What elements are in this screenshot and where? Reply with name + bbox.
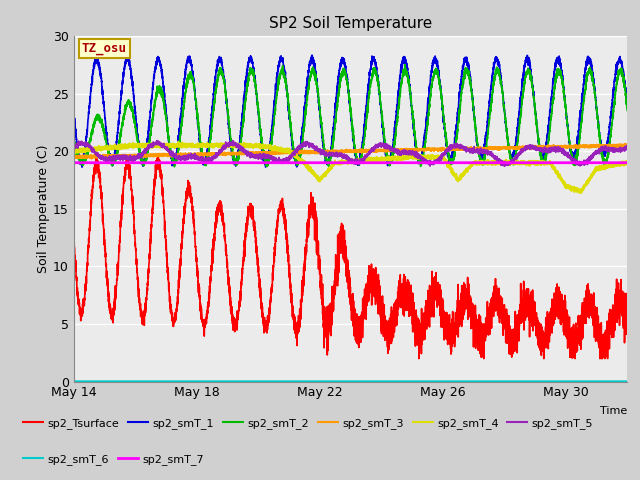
- sp2_smT_3: [399, 147, 407, 153]
- Text: TZ_osu: TZ_osu: [82, 42, 127, 55]
- sp2_Tsurface: [92, 156, 100, 161]
- Line: sp2_Tsurface: sp2_Tsurface: [74, 156, 627, 359]
- sp2_smT_6: [169, 379, 177, 384]
- sp2_smT_7: [617, 160, 625, 166]
- sp2_smT_5: [70, 146, 77, 152]
- sp2_smT_6: [172, 379, 180, 384]
- sp2_smT_2: [172, 155, 180, 161]
- sp2_smT_7: [169, 160, 177, 166]
- sp2_smT_1: [172, 156, 180, 162]
- sp2_smT_6: [92, 379, 100, 384]
- sp2_smT_2: [169, 156, 177, 162]
- Text: Time: Time: [600, 406, 627, 416]
- sp2_smT_3: [88, 156, 95, 161]
- Title: SP2 Soil Temperature: SP2 Soil Temperature: [269, 16, 432, 31]
- sp2_smT_5: [92, 151, 100, 157]
- sp2_smT_1: [255, 118, 263, 124]
- sp2_smT_6: [623, 379, 631, 384]
- Line: sp2_smT_3: sp2_smT_3: [74, 144, 627, 158]
- sp2_smT_4: [617, 162, 625, 168]
- sp2_smT_1: [92, 57, 100, 63]
- sp2_smT_2: [401, 61, 409, 67]
- sp2_smT_2: [255, 115, 263, 120]
- sp2_smT_1: [78, 164, 86, 170]
- sp2_smT_7: [623, 160, 631, 166]
- sp2_smT_5: [229, 138, 237, 144]
- sp2_smT_3: [623, 143, 631, 148]
- sp2_Tsurface: [415, 356, 423, 361]
- sp2_smT_1: [70, 108, 77, 114]
- Legend: sp2_smT_6, sp2_smT_7: sp2_smT_6, sp2_smT_7: [19, 450, 208, 469]
- sp2_smT_7: [92, 160, 100, 166]
- sp2_smT_5: [172, 156, 180, 162]
- sp2_smT_7: [399, 160, 407, 166]
- sp2_smT_1: [169, 155, 177, 161]
- sp2_smT_2: [70, 141, 77, 147]
- sp2_smT_3: [172, 152, 180, 157]
- sp2_smT_3: [622, 141, 630, 147]
- sp2_smT_4: [399, 156, 407, 162]
- sp2_smT_6: [70, 379, 77, 384]
- sp2_smT_5: [623, 145, 631, 151]
- Line: sp2_smT_5: sp2_smT_5: [74, 141, 627, 166]
- sp2_smT_2: [92, 115, 100, 120]
- sp2_smT_6: [255, 379, 263, 384]
- sp2_smT_2: [617, 67, 625, 73]
- sp2_Tsurface: [123, 153, 131, 159]
- sp2_smT_6: [617, 379, 625, 384]
- sp2_smT_3: [169, 152, 177, 158]
- sp2_Tsurface: [255, 281, 263, 287]
- sp2_smT_1: [617, 59, 625, 65]
- sp2_smT_4: [70, 149, 77, 155]
- sp2_smT_6: [399, 379, 407, 384]
- Y-axis label: Soil Temperature (C): Soil Temperature (C): [37, 144, 50, 273]
- sp2_smT_3: [92, 154, 100, 160]
- sp2_Tsurface: [617, 298, 625, 304]
- sp2_smT_7: [172, 160, 180, 166]
- sp2_Tsurface: [623, 311, 631, 316]
- sp2_Tsurface: [169, 323, 177, 329]
- sp2_smT_4: [174, 139, 182, 145]
- sp2_smT_5: [169, 152, 177, 157]
- Legend: sp2_Tsurface, sp2_smT_1, sp2_smT_2, sp2_smT_3, sp2_smT_4, sp2_smT_5: sp2_Tsurface, sp2_smT_1, sp2_smT_2, sp2_…: [19, 414, 598, 433]
- sp2_smT_3: [617, 143, 625, 148]
- sp2_smT_7: [70, 160, 77, 166]
- sp2_smT_5: [617, 147, 625, 153]
- sp2_Tsurface: [172, 314, 180, 320]
- sp2_smT_1: [399, 59, 407, 65]
- sp2_Tsurface: [399, 312, 407, 317]
- sp2_smT_5: [426, 163, 434, 169]
- Line: sp2_smT_2: sp2_smT_2: [74, 64, 627, 167]
- sp2_smT_3: [255, 149, 263, 155]
- Line: sp2_smT_1: sp2_smT_1: [74, 55, 627, 167]
- sp2_smT_4: [255, 143, 263, 148]
- sp2_smT_4: [623, 159, 631, 165]
- sp2_smT_5: [399, 149, 407, 155]
- Line: sp2_smT_4: sp2_smT_4: [74, 142, 627, 193]
- sp2_smT_7: [255, 160, 263, 166]
- sp2_smT_3: [70, 154, 77, 160]
- sp2_smT_4: [92, 147, 100, 153]
- sp2_smT_1: [308, 52, 316, 58]
- sp2_smT_2: [623, 108, 631, 113]
- sp2_Tsurface: [70, 235, 77, 241]
- sp2_smT_4: [169, 144, 177, 150]
- sp2_smT_2: [171, 164, 179, 169]
- sp2_smT_4: [577, 190, 585, 196]
- sp2_smT_5: [255, 154, 263, 160]
- sp2_smT_2: [399, 73, 407, 79]
- sp2_smT_4: [172, 142, 180, 147]
- sp2_smT_1: [623, 105, 631, 110]
